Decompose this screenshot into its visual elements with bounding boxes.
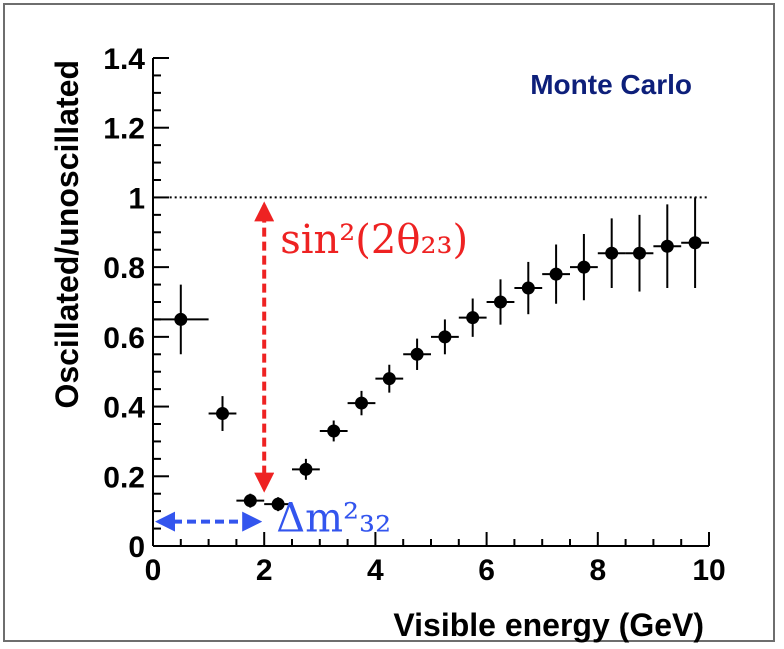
data-point xyxy=(570,234,598,301)
y-tick-label: 0.8 xyxy=(103,252,145,285)
x-tick-label: 2 xyxy=(256,554,273,587)
y-tick-label: 1.4 xyxy=(103,43,145,76)
data-point xyxy=(208,396,237,431)
data-point xyxy=(514,261,543,315)
data-point xyxy=(153,284,209,355)
data-point xyxy=(653,204,682,289)
data-point xyxy=(542,244,570,304)
y-tick-label: 1 xyxy=(128,182,145,215)
mass-splitting-annotation: Δm²₃₂ xyxy=(276,496,391,542)
monte-carlo-label: Monte Carlo xyxy=(530,69,692,100)
data-point xyxy=(625,214,654,292)
data-point xyxy=(292,458,320,480)
data-marker xyxy=(549,267,563,281)
data-marker xyxy=(216,407,229,421)
data-marker xyxy=(243,494,257,508)
data-point xyxy=(319,420,348,442)
data-marker xyxy=(382,372,396,386)
y-tick-label: 0.4 xyxy=(103,392,145,425)
data-marker xyxy=(174,312,188,326)
data-marker xyxy=(494,295,507,309)
amplitude-annotation: sin²(2θ₂₃) xyxy=(280,217,468,263)
data-marker xyxy=(410,347,424,361)
x-tick-label: 0 xyxy=(145,554,162,587)
data-point xyxy=(486,279,515,325)
figure-frame xyxy=(3,3,775,642)
axis-ticks: 0 2 4 6 8 10 0 0.2 0.4 0.6 0.8 1 1.2 1.4 xyxy=(103,43,725,587)
y-axis-title: Oscillated/unoscillated xyxy=(49,60,85,409)
data-marker xyxy=(355,396,368,410)
y-tick-label: 0 xyxy=(128,531,145,564)
y-tick-label: 1.2 xyxy=(103,113,145,146)
x-tick-label: 4 xyxy=(367,554,384,587)
x-tick-label: 8 xyxy=(589,554,606,587)
data-marker xyxy=(438,330,452,344)
x-tick-label: 10 xyxy=(692,554,725,587)
annotations: sin²(2θ₂₃) Δm²₃₂ xyxy=(155,201,468,542)
data-marker xyxy=(299,462,313,476)
data-marker xyxy=(521,281,535,295)
data-marker xyxy=(633,246,646,260)
data-point xyxy=(264,497,292,512)
x-axis-title: Visible energy (GeV) xyxy=(393,607,704,643)
data-point xyxy=(347,390,376,416)
data-marker xyxy=(605,246,619,260)
y-tick-label: 0.6 xyxy=(103,322,145,355)
data-point xyxy=(458,298,487,337)
data-marker xyxy=(327,424,341,438)
data-marker xyxy=(660,239,674,253)
data-point xyxy=(403,338,431,370)
data-point xyxy=(681,197,709,289)
data-point xyxy=(236,493,265,508)
x-tick-label: 6 xyxy=(478,554,495,587)
data-marker xyxy=(271,497,285,511)
data-marker xyxy=(577,260,591,274)
data-points xyxy=(153,197,709,512)
y-tick-label: 0.2 xyxy=(103,461,145,494)
plot-area: 0 2 4 6 8 10 0 0.2 0.4 0.6 0.8 1 1.2 1.4 sin²(2θ₂₃) Δm… xyxy=(103,43,725,587)
data-point xyxy=(431,319,459,355)
data-marker xyxy=(466,311,480,325)
data-point xyxy=(597,218,626,289)
data-point xyxy=(375,364,404,393)
data-marker xyxy=(688,236,702,250)
